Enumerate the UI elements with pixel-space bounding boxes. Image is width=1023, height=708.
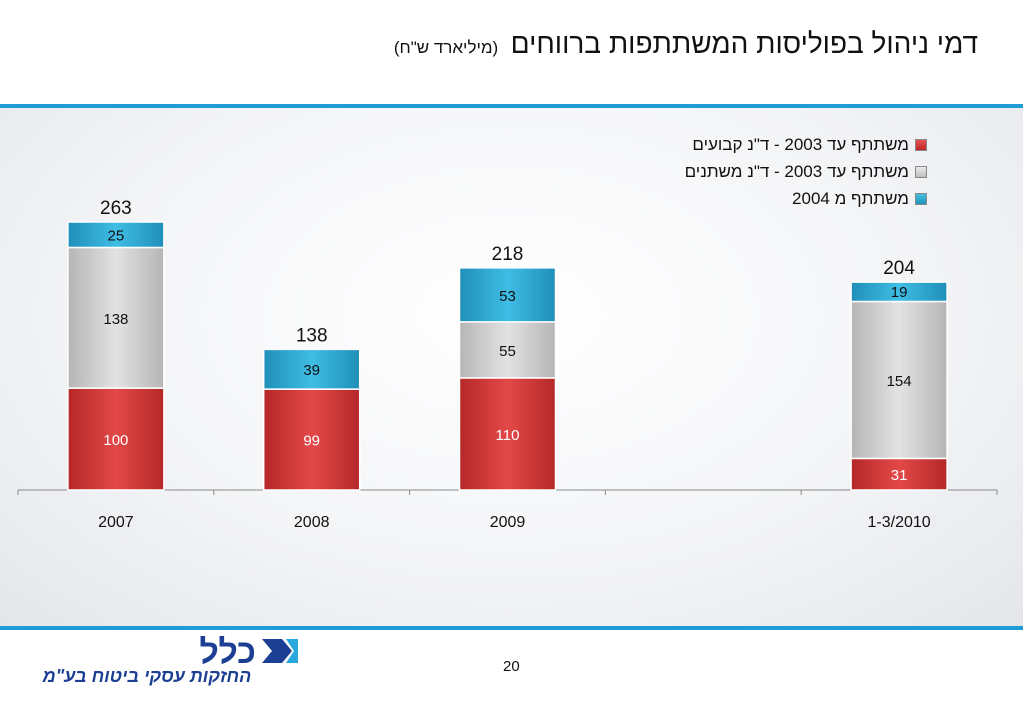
- data-label: 100: [103, 432, 128, 449]
- x-tick-label: 1-3/2010: [868, 514, 931, 531]
- legend-item: משתתף עד 2003 - ד"נ קבועים: [685, 131, 927, 158]
- data-label: 138: [103, 311, 128, 328]
- legend-swatch-variable: [915, 165, 927, 178]
- company-logo: כלל החזקות עסקי ביטוח בע"מ: [36, 636, 298, 692]
- data-label: 55: [499, 343, 516, 360]
- x-tick-label: 2007: [98, 514, 134, 531]
- logo-symbol-right: [286, 639, 298, 663]
- data-label: 99: [303, 433, 320, 450]
- top-divider: [0, 104, 1023, 108]
- data-label: 19: [891, 284, 908, 301]
- data-label: 39: [303, 362, 320, 379]
- bar-segment: [67, 221, 165, 249]
- total-label: 204: [883, 258, 915, 279]
- bottom-divider: [0, 626, 1023, 630]
- legend-label: משתתף עד 2003 - ד"נ משתנים: [684, 162, 909, 181]
- bar-segment: [850, 281, 948, 303]
- total-label: 138: [296, 325, 328, 346]
- logo-tagline: החזקות עסקי ביטוח בע"מ: [42, 666, 252, 686]
- bar-segment: [67, 387, 165, 491]
- legend-swatch-2004: [915, 192, 927, 205]
- bar-segment: [458, 267, 557, 323]
- total-label: 218: [492, 244, 524, 265]
- data-label: 53: [499, 288, 516, 305]
- chart-legend: משתתף עד 2003 - ד"נ קבועים משתתף עד 2003…: [685, 131, 927, 212]
- page-number: 20: [503, 658, 520, 675]
- x-tick-label: 2009: [490, 514, 526, 531]
- legend-item: משתתף עד 2003 - ד"נ משתנים: [685, 158, 927, 185]
- slide-title: דמי ניהול בפוליסות המשתתפות ברווחים (מיל…: [394, 28, 978, 60]
- logo-wordmark: כלל: [199, 636, 256, 666]
- chart-subtitle: (מיליארד ש"ח): [393, 38, 499, 57]
- bar-segment: [262, 388, 361, 491]
- data-label: 154: [887, 373, 912, 390]
- legend-label: משתתף מ 2004: [792, 189, 909, 208]
- bar-segment: [850, 457, 948, 491]
- data-label: 25: [108, 228, 125, 245]
- bar-segment: [850, 300, 948, 460]
- logo-mark: כלל: [199, 636, 298, 666]
- bar-segment: [262, 348, 361, 390]
- legend-item: משתתף מ 2004: [685, 185, 927, 212]
- bar-segment: [67, 246, 165, 389]
- legend-label: משתתף עד 2003 - ד"נ קבועים: [692, 135, 909, 154]
- data-label: 110: [496, 427, 520, 444]
- total-label: 263: [100, 198, 132, 219]
- x-tick-label: 2008: [294, 514, 330, 531]
- chart-title: דמי ניהול בפוליסות המשתתפות ברווחים: [510, 28, 978, 59]
- logo-symbol-left: [262, 639, 292, 663]
- data-label: 31: [891, 467, 908, 484]
- legend-swatch-fixed: [915, 138, 927, 151]
